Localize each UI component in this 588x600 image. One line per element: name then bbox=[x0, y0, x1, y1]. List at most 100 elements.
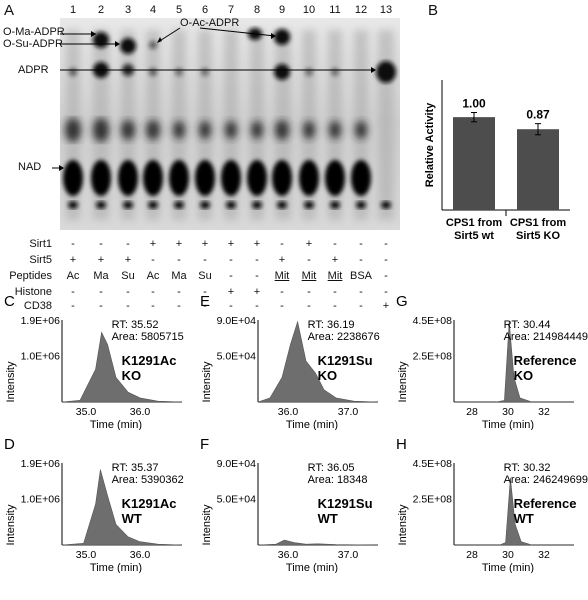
condition-cell: Ac bbox=[66, 270, 80, 282]
condition-cell: - bbox=[333, 238, 337, 250]
peak-area-label: Area: 5805715 bbox=[112, 331, 184, 343]
condition-cell: Ma bbox=[171, 270, 187, 282]
condition-cell: + bbox=[253, 286, 261, 298]
condition-cell: + bbox=[69, 254, 77, 266]
condition-cell: - bbox=[99, 286, 103, 298]
condition-cell: - bbox=[359, 238, 363, 250]
condition-cell: - bbox=[255, 254, 259, 266]
retention-time-label: RT: 36.19 bbox=[308, 319, 355, 331]
condition-cell: - bbox=[99, 238, 103, 250]
panel-letter: C bbox=[4, 293, 15, 310]
condition-row-label: Peptides bbox=[9, 270, 52, 282]
lane-number: 7 bbox=[227, 4, 235, 16]
y-tick-label: 2.5E+08 bbox=[413, 493, 453, 505]
condition-row-label: Sirt5 bbox=[29, 254, 52, 266]
condition-cell: - bbox=[177, 300, 181, 312]
y-tick-label: 4.5E+08 bbox=[413, 315, 453, 327]
condition-cell: + bbox=[97, 254, 105, 266]
chromatogram-peak bbox=[61, 331, 183, 403]
condition-cell: - bbox=[280, 286, 284, 298]
lane-number: 9 bbox=[278, 4, 286, 16]
bar bbox=[453, 117, 495, 210]
lane-number: 2 bbox=[97, 4, 105, 16]
condition-cell: - bbox=[384, 270, 388, 282]
peak-area-label: Area: 18348 bbox=[308, 474, 368, 486]
condition-cell: + bbox=[253, 238, 261, 250]
x-tick-label: 36.0 bbox=[278, 549, 299, 561]
x-tick-label: 37.0 bbox=[338, 406, 359, 418]
chromatogram-panel: G 4.5E+08 2.5E+08 Intensity 28 30 32 Time (min)… bbox=[396, 293, 588, 430]
y-tick-label: 1.9E+06 bbox=[21, 458, 61, 470]
error-bar bbox=[535, 123, 541, 136]
condition-cell: Mit bbox=[274, 270, 290, 282]
condition-cell: - bbox=[229, 300, 233, 312]
condition-cell: + bbox=[382, 300, 390, 312]
condition-cell: + bbox=[124, 254, 132, 266]
label-o-ma-adpr: O-Ma-ADPR bbox=[3, 26, 65, 38]
condition-cell: - bbox=[229, 254, 233, 266]
condition-cell: - bbox=[203, 286, 207, 298]
condition-cell: - bbox=[229, 270, 233, 282]
lane-number: 1 bbox=[69, 4, 77, 16]
condition-cell: Ma bbox=[93, 270, 109, 282]
y-tick-label: 9.0E+04 bbox=[217, 458, 257, 470]
retention-time-label: RT: 30.32 bbox=[504, 462, 551, 474]
condition-cell: - bbox=[307, 300, 311, 312]
condition-cell: - bbox=[126, 238, 130, 250]
sample-genotype-label: WT bbox=[122, 511, 142, 526]
retention-time-label: RT: 35.52 bbox=[112, 319, 159, 331]
condition-cell: + bbox=[227, 286, 235, 298]
condition-cell: - bbox=[359, 300, 363, 312]
condition-cell: - bbox=[384, 238, 388, 250]
x-axis-label: Time (min) bbox=[286, 562, 338, 573]
condition-cell: Su bbox=[198, 270, 212, 282]
sample-genotype-label: KO bbox=[514, 368, 534, 383]
x-tick-label: 32 bbox=[538, 549, 550, 561]
condition-cell: - bbox=[177, 286, 181, 298]
chromatogram-peak bbox=[454, 321, 574, 403]
bar-value-label: 0.87 bbox=[526, 108, 550, 122]
condition-cell: + bbox=[305, 238, 313, 250]
condition-cell: - bbox=[151, 286, 155, 298]
condition-cell: - bbox=[359, 254, 363, 266]
sample-genotype-label: KO bbox=[122, 368, 142, 383]
y-tick-label: 5.0E+04 bbox=[217, 493, 257, 505]
label-arrows bbox=[52, 165, 64, 171]
sample-name-label: K1291Su bbox=[318, 496, 373, 511]
y-tick-label: 1.9E+06 bbox=[21, 315, 61, 327]
condition-cell: - bbox=[71, 238, 75, 250]
sample-name-label: Reference bbox=[514, 496, 577, 511]
panel-letter: D bbox=[4, 436, 15, 453]
condition-cell: + bbox=[175, 238, 183, 250]
chromatogram-peak bbox=[61, 469, 183, 546]
condition-row-label: CD38 bbox=[23, 300, 52, 312]
lane-number: 6 bbox=[201, 4, 209, 16]
sample-name-label: K1291Su bbox=[318, 353, 373, 368]
x-tick-label: 30 bbox=[502, 549, 514, 561]
condition-cell: + bbox=[331, 254, 339, 266]
peak-area-label: Area: 2462496998 bbox=[504, 474, 588, 486]
y-tick-label: 9.0E+04 bbox=[217, 315, 257, 327]
condition-cell: + bbox=[149, 238, 157, 250]
x-axis-label: Time (min) bbox=[90, 419, 142, 430]
retention-time-label: RT: 35.37 bbox=[112, 462, 159, 474]
condition-cell: - bbox=[203, 300, 207, 312]
condition-cell: + bbox=[201, 238, 209, 250]
error-bar bbox=[471, 112, 477, 123]
sample-genotype-label: WT bbox=[318, 511, 338, 526]
condition-cell: - bbox=[307, 254, 311, 266]
condition-cell: - bbox=[255, 270, 259, 282]
retention-time-label: RT: 36.05 bbox=[308, 462, 355, 474]
condition-cell: BSA bbox=[349, 270, 372, 282]
condition-cell: + bbox=[278, 254, 286, 266]
y-axis-label: Intensity bbox=[5, 361, 17, 402]
x-tick-label: 36.0 bbox=[278, 406, 299, 418]
condition-cell: - bbox=[280, 238, 284, 250]
sample-name-label: K1291Ac bbox=[122, 353, 177, 368]
x-tick-label: 32 bbox=[538, 406, 550, 418]
x-axis-label: Time (min) bbox=[286, 419, 338, 430]
x-tick-label: 35.0 bbox=[76, 549, 97, 561]
